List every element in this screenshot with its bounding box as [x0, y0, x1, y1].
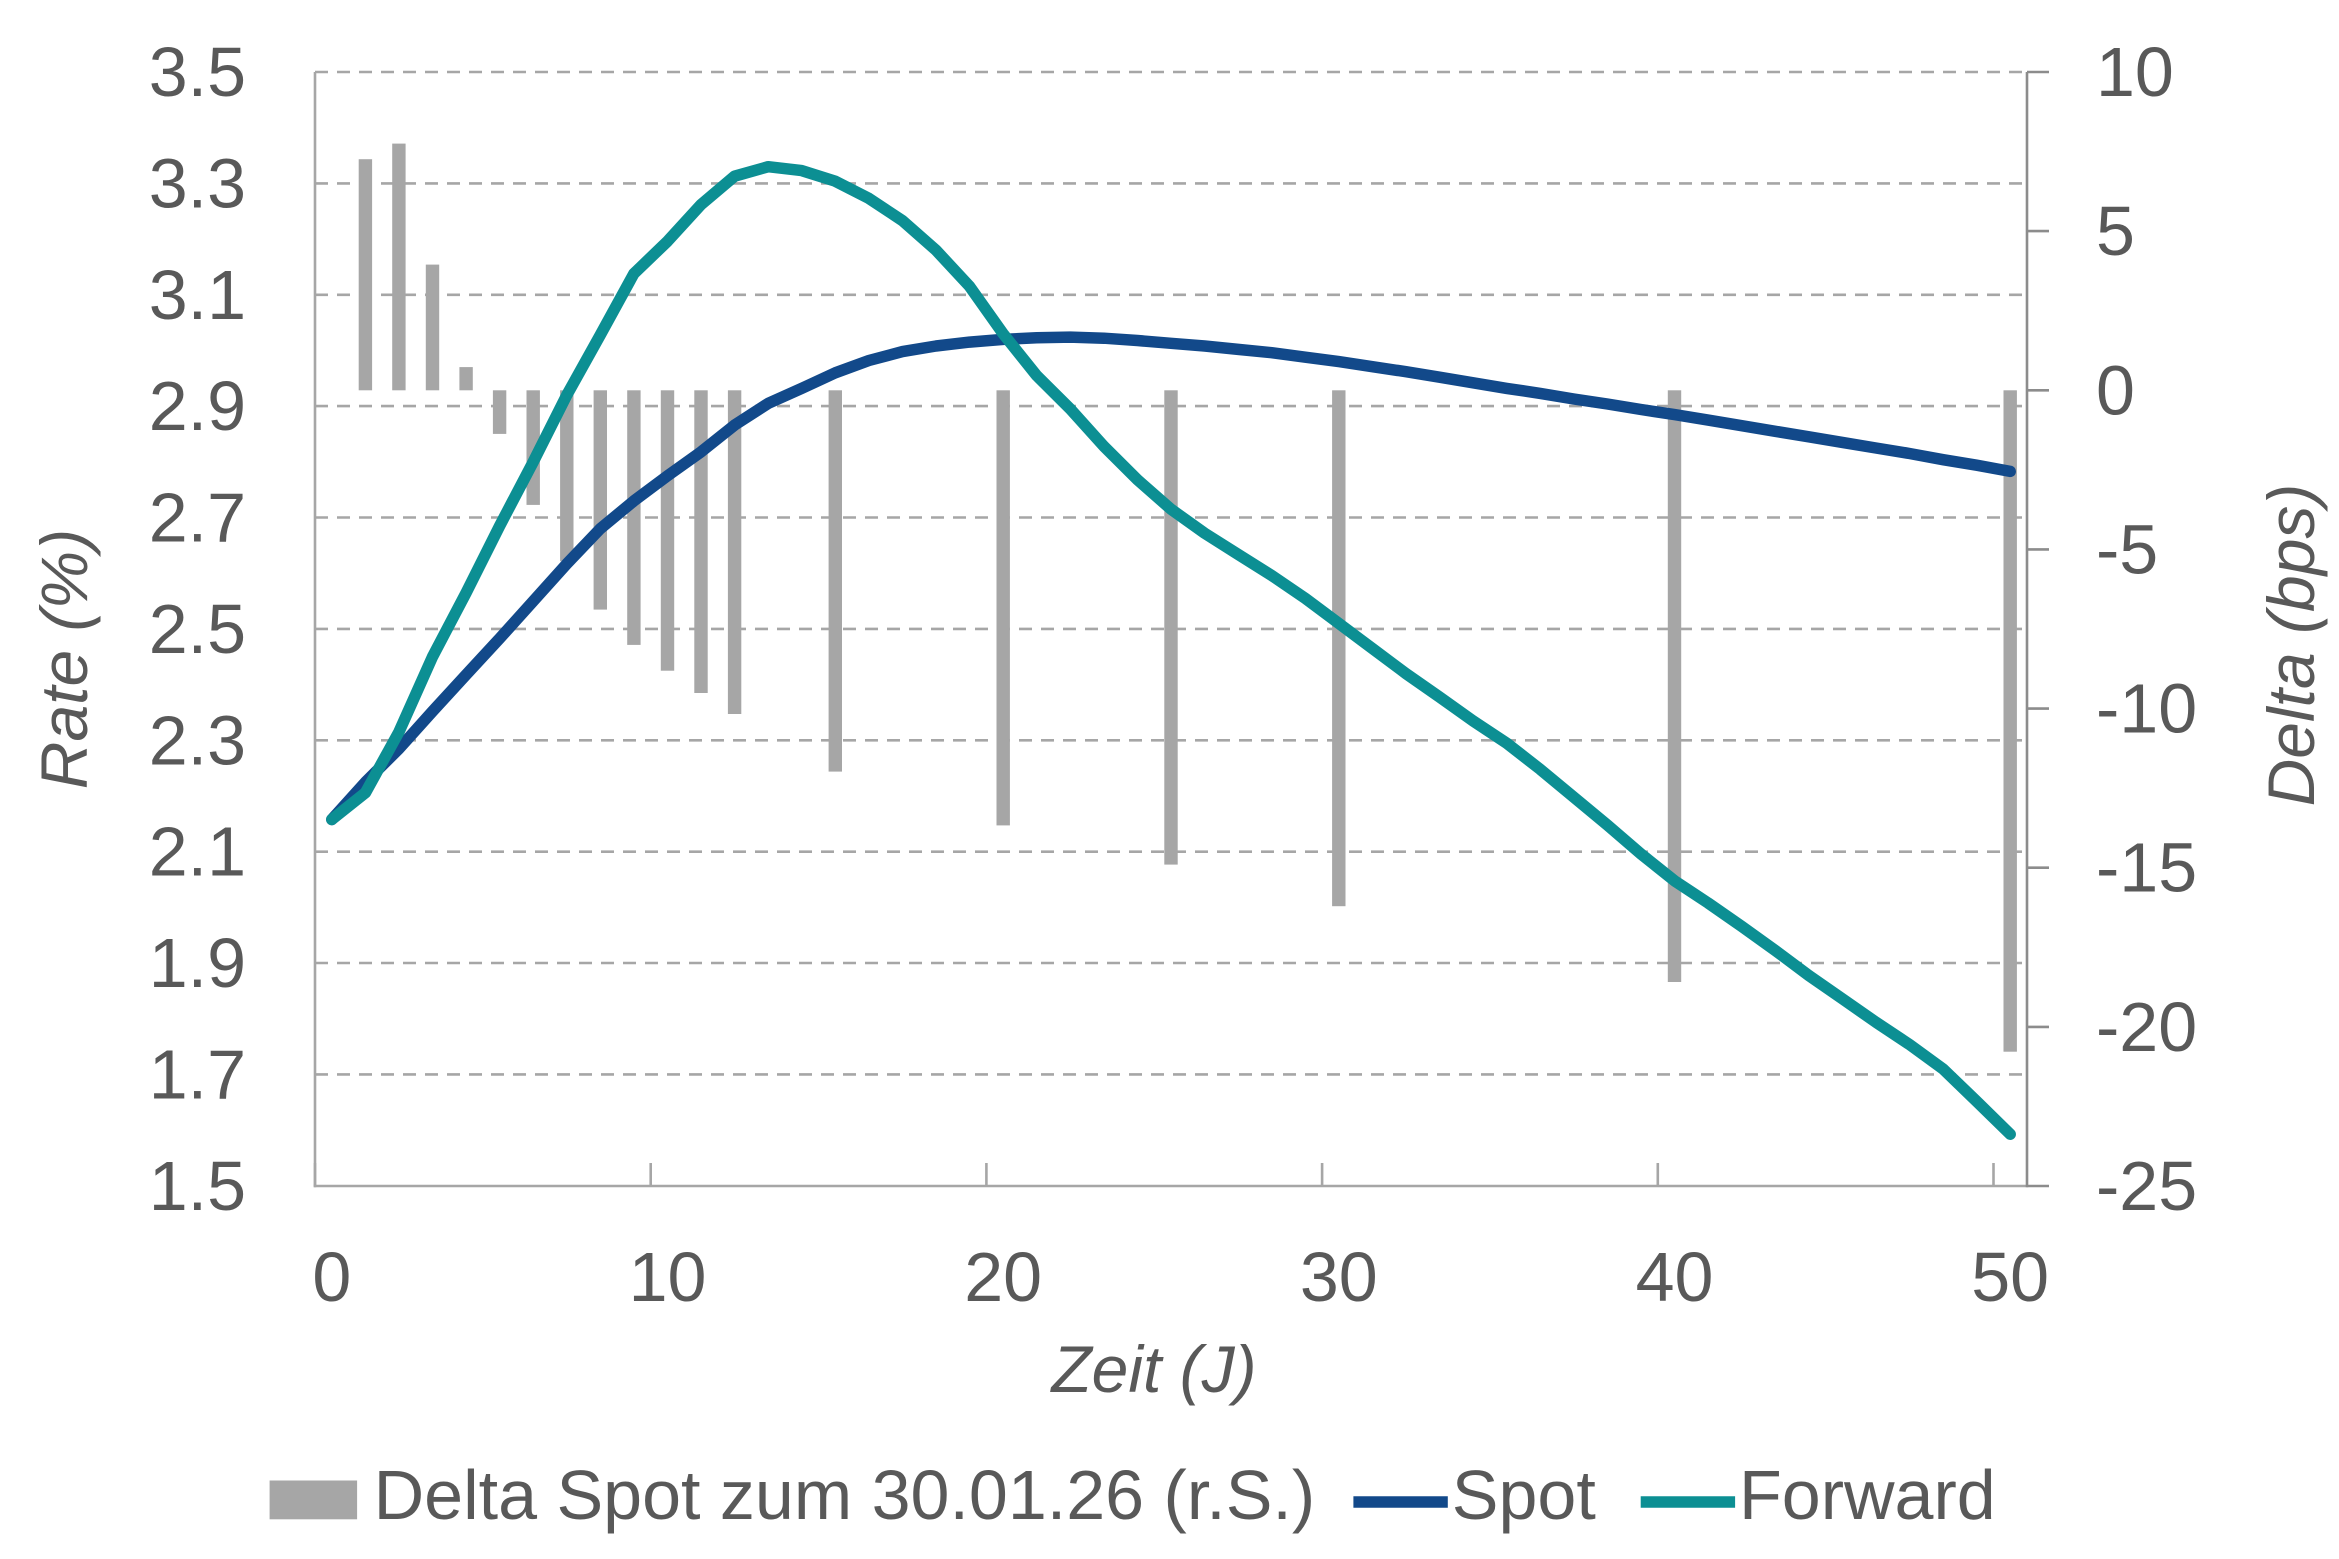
svg-text:Spot: Spot — [1452, 1456, 1596, 1534]
svg-text:40: 40 — [1636, 1238, 1714, 1316]
svg-text:Rate (%): Rate (%) — [27, 529, 101, 789]
svg-text:Delta Spot zum 30.01.26 (r.S.): Delta Spot zum 30.01.26 (r.S.) — [374, 1456, 1316, 1534]
svg-text:10: 10 — [2096, 33, 2174, 111]
svg-text:2.3: 2.3 — [149, 701, 246, 779]
svg-text:2.7: 2.7 — [149, 479, 246, 557]
svg-text:Forward: Forward — [1739, 1456, 1996, 1534]
svg-text:Delta (bps): Delta (bps) — [2254, 484, 2328, 807]
svg-text:50: 50 — [1971, 1238, 2049, 1316]
svg-text:-5: -5 — [2096, 510, 2158, 588]
svg-text:1.9: 1.9 — [149, 924, 246, 1002]
svg-text:2.9: 2.9 — [149, 367, 246, 445]
svg-text:3.3: 3.3 — [149, 144, 246, 222]
svg-text:2.5: 2.5 — [149, 590, 246, 668]
svg-text:3.1: 3.1 — [149, 256, 246, 334]
svg-text:1.5: 1.5 — [149, 1147, 246, 1225]
svg-text:10: 10 — [629, 1238, 707, 1316]
svg-text:1.7: 1.7 — [149, 1035, 246, 1113]
svg-text:-25: -25 — [2096, 1147, 2197, 1225]
svg-text:-10: -10 — [2096, 670, 2197, 748]
svg-text:5: 5 — [2096, 192, 2135, 270]
svg-text:Zeit (J): Zeit (J) — [1049, 1332, 1256, 1406]
svg-text:-15: -15 — [2096, 829, 2197, 907]
svg-text:3.5: 3.5 — [149, 33, 246, 111]
svg-text:30: 30 — [1300, 1238, 1378, 1316]
svg-text:20: 20 — [964, 1238, 1042, 1316]
svg-text:0: 0 — [2096, 351, 2135, 429]
svg-text:0: 0 — [312, 1238, 351, 1316]
svg-text:-20: -20 — [2096, 988, 2197, 1066]
svg-text:2.1: 2.1 — [149, 813, 246, 891]
